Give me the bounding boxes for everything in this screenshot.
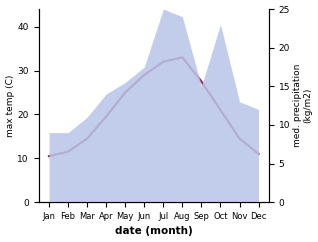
Y-axis label: max temp (C): max temp (C) (5, 75, 15, 137)
X-axis label: date (month): date (month) (115, 227, 193, 236)
Y-axis label: med. precipitation
(kg/m2): med. precipitation (kg/m2) (293, 64, 313, 147)
